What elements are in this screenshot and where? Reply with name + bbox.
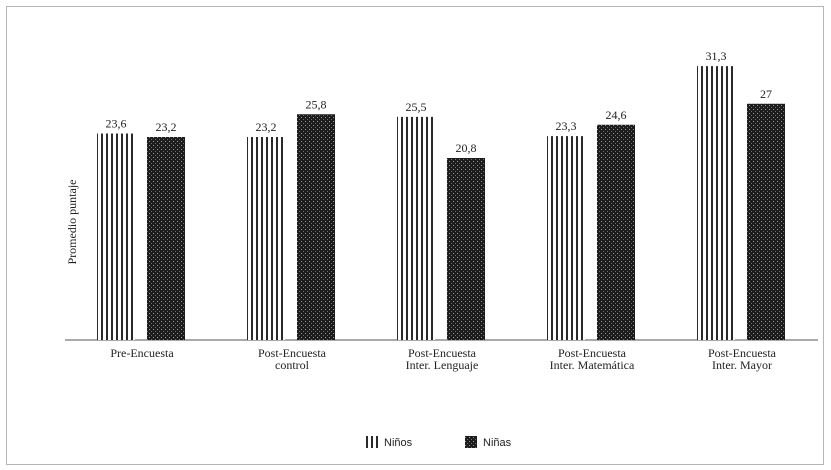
- bar-ninos-3: [547, 136, 585, 340]
- data-label-ninos-3: 23,3: [556, 119, 577, 133]
- bar-ninas-3: [597, 124, 635, 340]
- bar-ninos-4: [697, 66, 735, 340]
- x-tick-label-4-0: Post-Encuesta: [708, 346, 777, 360]
- bar-ninos-0: [97, 133, 135, 340]
- bar-ninos-1: [247, 137, 285, 340]
- data-label-ninas-4: 27: [760, 87, 772, 101]
- x-tick-label-3-0: Post-Encuesta: [558, 346, 627, 360]
- bar-ninas-0: [147, 137, 185, 340]
- x-tick-label-0-0: Pre-Encuesta: [110, 346, 174, 360]
- data-label-ninos-4: 31,3: [706, 49, 727, 63]
- bar-ninas-4: [747, 103, 785, 340]
- data-label-ninas-0: 23,2: [156, 120, 177, 134]
- x-tick-label-2-1: Inter. Lenguaje: [406, 358, 479, 372]
- bar-ninas-1: [297, 114, 335, 340]
- legend: Niños Niñas: [366, 436, 512, 449]
- x-tick-label-1-0: Post-Encuesta: [258, 346, 327, 360]
- bar-ninos-2: [397, 116, 435, 340]
- legend-swatch-ninas: [465, 436, 477, 448]
- y-axis-label: Promedio puntaje: [65, 180, 79, 265]
- data-label-ninas-3: 24,6: [606, 108, 627, 122]
- data-label-ninos-0: 23,6: [106, 117, 127, 131]
- data-label-ninos-2: 25,5: [406, 100, 427, 114]
- legend-label-ninas: Niñas: [483, 437, 512, 449]
- bar-ninas-2: [447, 158, 485, 340]
- data-label-ninos-1: 23,2: [256, 120, 277, 134]
- data-label-ninas-1: 25,8: [306, 97, 327, 111]
- x-tick-label-4-1: Inter. Mayor: [712, 358, 772, 372]
- x-tick-label-2-0: Post-Encuesta: [408, 346, 477, 360]
- data-label-ninas-2: 20,8: [456, 141, 477, 155]
- legend-swatch-ninos: [366, 436, 378, 448]
- x-tick-label-3-1: Inter. Matemática: [550, 358, 635, 372]
- legend-label-ninos: Niños: [384, 437, 413, 449]
- x-tick-label-1-1: control: [275, 358, 310, 372]
